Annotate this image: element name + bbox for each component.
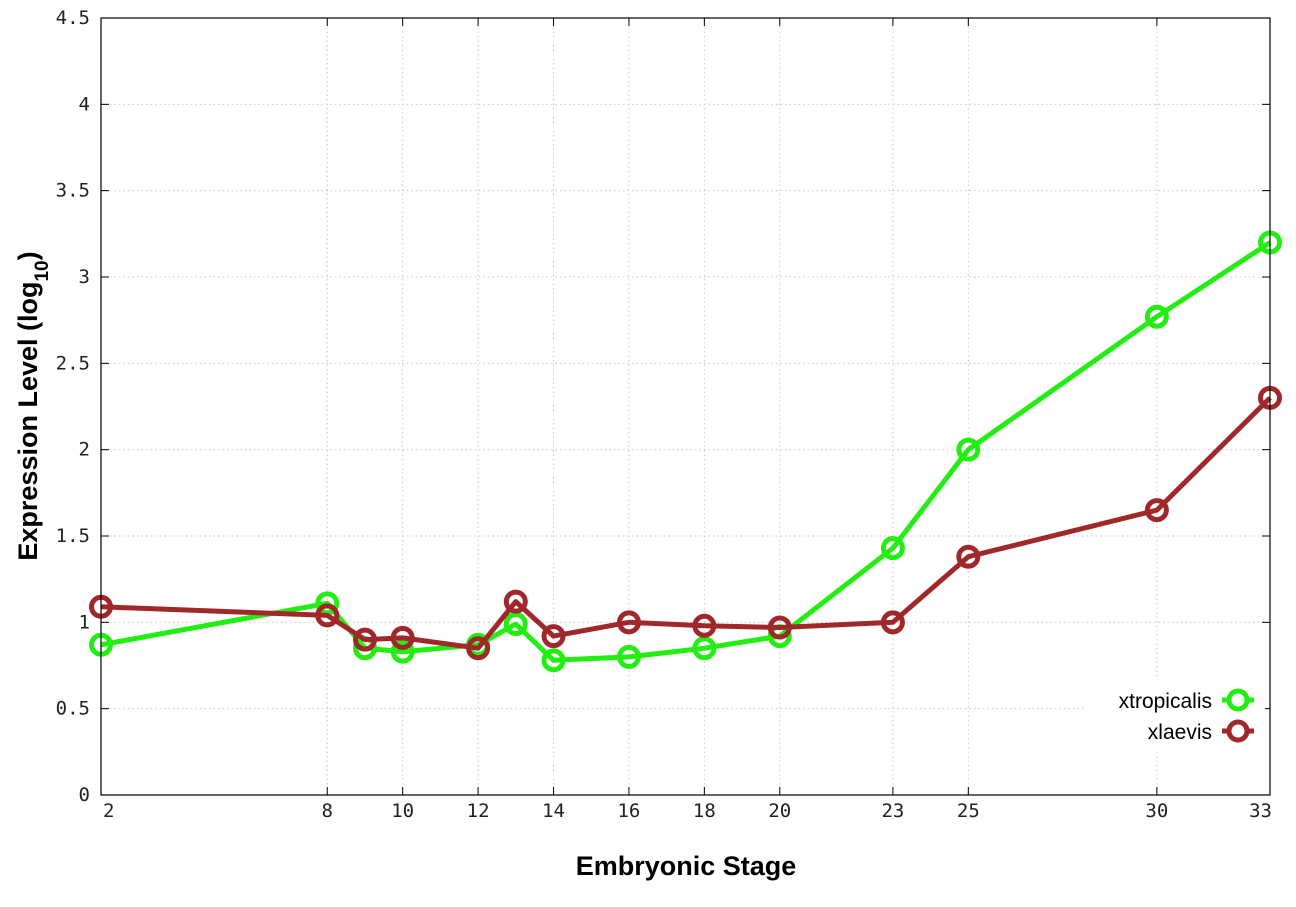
legend-marker-xtropicalis — [1226, 688, 1250, 712]
x-tick-label: 30 — [1145, 800, 1168, 822]
x-tick-labels: 2 8 10 12 14 16 18 20 23 25 30 33 — [103, 800, 1272, 822]
y-tick-label: 4 — [79, 93, 90, 115]
y-tick-labels: 0 0.5 1 1.5 2 2.5 3 3.5 4 4.5 — [56, 7, 90, 806]
legend-label-xlaevis: xlaevis — [1148, 721, 1212, 744]
x-axis-title: Embryonic Stage — [576, 851, 797, 881]
series-layer — [89, 230, 1282, 673]
y-axis-title: Expression Level (log10) — [13, 251, 53, 560]
data-point-xtropicalis — [692, 636, 717, 661]
y-tick-label: 3 — [79, 266, 90, 288]
series-xtropicalis — [89, 230, 1282, 673]
data-point-xtropicalis — [315, 591, 340, 616]
y-axis-title-close: ) — [13, 251, 43, 260]
data-point-xlaevis — [315, 603, 340, 628]
data-point-xtropicalis — [1144, 304, 1169, 329]
legend-entry-xlaevis: xlaevis — [1148, 719, 1254, 744]
data-point-xtropicalis — [956, 437, 981, 462]
data-point-xlaevis — [541, 624, 566, 649]
data-point-xtropicalis — [541, 648, 566, 673]
x-tick-label: 10 — [391, 800, 414, 822]
data-point-xlaevis — [767, 615, 792, 640]
plot-frame — [100, 17, 1271, 796]
legend-entry-xtropicalis: xtropicalis — [1119, 688, 1254, 713]
x-tick-label: 8 — [322, 800, 333, 822]
x-tick-label: 33 — [1249, 800, 1272, 822]
data-point-xtropicalis — [616, 644, 641, 669]
data-point-xtropicalis — [503, 612, 528, 637]
x-tick-label: 23 — [881, 800, 904, 822]
x-tick-label: 12 — [467, 800, 490, 822]
series-line-xlaevis — [100, 396, 1272, 651]
x-tick-label: 2 — [103, 800, 114, 822]
data-point-xlaevis — [503, 589, 528, 614]
y-axis-title-subscript: 10 — [32, 260, 53, 281]
series-line-xtropicalis — [100, 240, 1272, 663]
y-tick-label: 2.5 — [56, 352, 90, 374]
y-tick-label: 1.5 — [56, 525, 90, 547]
x-tick-label: 20 — [768, 800, 791, 822]
grid — [101, 18, 1270, 795]
data-point-xlaevis — [1144, 498, 1169, 523]
data-point-xlaevis — [956, 544, 981, 569]
y-tick-label: 2 — [79, 439, 90, 461]
data-point-xtropicalis — [390, 639, 415, 664]
data-point-xlaevis — [880, 610, 905, 635]
x-tick-label: 25 — [957, 800, 980, 822]
data-point-xlaevis — [692, 613, 717, 638]
data-point-xlaevis — [466, 636, 491, 661]
series-xlaevis — [89, 385, 1282, 661]
data-point-xlaevis — [616, 610, 641, 635]
legend-label-xtropicalis: xtropicalis — [1119, 690, 1212, 713]
x-tick-label: 18 — [693, 800, 716, 822]
legend: xtropicalis xlaevis — [1085, 680, 1265, 752]
ticks — [100, 17, 1271, 796]
y-tick-label: 4.5 — [56, 7, 90, 29]
data-point-xlaevis — [352, 627, 377, 652]
y-tick-label: 1 — [79, 611, 90, 633]
data-point-xlaevis — [390, 625, 415, 650]
x-tick-label: 14 — [542, 800, 565, 822]
y-tick-label: 0 — [79, 784, 90, 806]
x-tick-label: 16 — [617, 800, 640, 822]
legend-marker-xlaevis — [1226, 719, 1250, 743]
y-tick-label: 0.5 — [56, 698, 90, 720]
data-point-xtropicalis — [880, 536, 905, 561]
y-tick-label: 3.5 — [56, 180, 90, 202]
y-axis-title-main: Expression Level (log — [13, 282, 43, 561]
